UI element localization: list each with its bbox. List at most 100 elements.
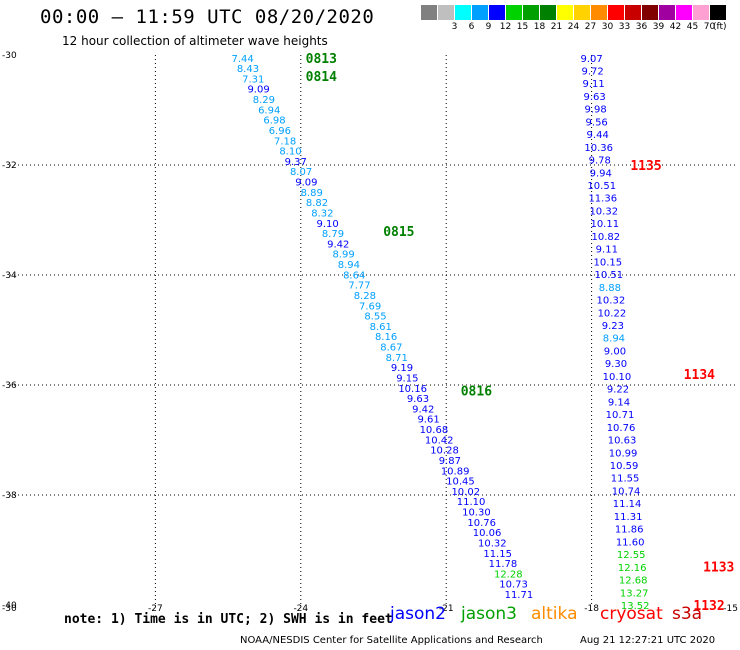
wave-height-label: 9.11 bbox=[582, 79, 604, 90]
wave-height-label: 9.07 bbox=[580, 54, 602, 65]
colorbar-swatch bbox=[472, 5, 489, 20]
wave-height-label: 10.89 bbox=[441, 466, 470, 477]
wave-height-label: 9.30 bbox=[605, 359, 627, 370]
wave-height-label: 9.22 bbox=[607, 385, 629, 396]
wave-height-label: 10.99 bbox=[609, 448, 638, 459]
wave-height-label: 11.60 bbox=[616, 537, 645, 548]
wave-height-label: 8.29 bbox=[253, 95, 275, 106]
wave-height-label: 11.36 bbox=[588, 194, 617, 205]
wave-height-label: 9.78 bbox=[589, 156, 611, 167]
wave-height-label: 9.94 bbox=[590, 168, 612, 179]
wave-height-label: 10.32 bbox=[597, 296, 626, 307]
legend-cryosat: cryosat bbox=[600, 604, 663, 624]
y-tick-label: -32 bbox=[2, 161, 17, 171]
pass-time-label: 0816 bbox=[461, 385, 492, 400]
wave-height-label: 10.51 bbox=[595, 270, 624, 281]
wave-height-label: 10.06 bbox=[473, 528, 502, 539]
generated-timestamp: Aug 21 12:27:21 UTC 2020 bbox=[580, 635, 716, 646]
wave-height-label: 9.09 bbox=[247, 85, 269, 96]
wave-height-label: 9.15 bbox=[396, 373, 418, 384]
wave-height-label: 10.68 bbox=[420, 425, 449, 436]
wave-height-label: 7.77 bbox=[348, 281, 370, 292]
wave-height-label: 10.71 bbox=[606, 410, 635, 421]
colorbar-tick-label: 3 bbox=[451, 22, 458, 32]
wave-height-label: 8.43 bbox=[237, 64, 259, 75]
wave-height-label: 10.16 bbox=[398, 384, 427, 395]
wave-height-label: 7.44 bbox=[232, 54, 254, 65]
colorbar-swatch bbox=[710, 5, 727, 20]
wave-height-label: 9.63 bbox=[407, 394, 429, 405]
wave-height-label: 10.11 bbox=[590, 219, 619, 230]
wave-height-label: 10.36 bbox=[584, 143, 613, 154]
wave-height-label: 8.88 bbox=[599, 283, 621, 294]
colorbar-swatch bbox=[659, 5, 676, 20]
colorbar-swatch bbox=[540, 5, 557, 20]
credit-line: NOAA/NESDIS Center for Satellite Applica… bbox=[240, 635, 543, 646]
wave-height-label: 6.96 bbox=[269, 126, 291, 137]
colorbar-swatch bbox=[608, 5, 625, 20]
wave-height-label: 6.98 bbox=[263, 116, 285, 127]
colorbar-swatch bbox=[591, 5, 608, 20]
wave-height-label: 11.86 bbox=[615, 525, 644, 536]
wave-height-label: 8.79 bbox=[322, 229, 344, 240]
y-tick-label: -40 bbox=[2, 601, 17, 611]
wave-height-label: 11.78 bbox=[489, 559, 518, 570]
wave-height-label: 11.15 bbox=[483, 549, 512, 560]
y-tick-label: -30 bbox=[2, 51, 17, 61]
x-tick-label: -24 bbox=[293, 604, 308, 614]
wave-height-label: 10.59 bbox=[610, 461, 639, 472]
colorbar-tick-label: 36 bbox=[635, 22, 648, 32]
wave-height-label: 10.76 bbox=[607, 423, 636, 434]
wave-height-label: 9.10 bbox=[317, 219, 339, 230]
wave-height-label: 11.10 bbox=[457, 497, 486, 508]
wave-height-label: 9.42 bbox=[412, 404, 434, 415]
wave-height-label: 13.27 bbox=[620, 588, 649, 599]
colorbar-swatch bbox=[574, 5, 591, 20]
wave-height-label: 12.28 bbox=[494, 569, 523, 580]
wave-height-label: 7.69 bbox=[359, 301, 381, 312]
wave-height-label: 8.10 bbox=[279, 147, 301, 158]
colorbar-tick-label: 30 bbox=[601, 22, 614, 32]
colorbar-tick-label: 21 bbox=[550, 22, 563, 32]
wave-height-label: 11.71 bbox=[505, 590, 534, 601]
wave-height-label: 11.55 bbox=[611, 474, 640, 485]
pass-time-label: 1135 bbox=[630, 159, 661, 174]
wave-height-label: 10.82 bbox=[591, 232, 620, 243]
wave-height-label: 10.45 bbox=[446, 477, 475, 488]
wave-height-label: 10.02 bbox=[451, 487, 480, 498]
colorbar-swatch bbox=[625, 5, 642, 20]
x-tick-label: -27 bbox=[148, 604, 163, 614]
colorbar-tick-label: 9 bbox=[485, 22, 492, 32]
wave-height-label: 8.67 bbox=[380, 343, 402, 354]
colorbar-swatch bbox=[693, 5, 710, 20]
wave-height-label: 7.31 bbox=[242, 74, 264, 85]
colorbar-tick-label: 12 bbox=[499, 22, 512, 32]
colorbar-tick-label: 33 bbox=[618, 22, 631, 32]
y-tick-label: -38 bbox=[2, 491, 17, 501]
wave-height-label: 9.00 bbox=[604, 346, 626, 357]
wave-height-label: 8.89 bbox=[301, 188, 323, 199]
wave-height-label: 9.42 bbox=[327, 239, 349, 250]
wave-height-label: 11.31 bbox=[614, 512, 643, 523]
colorbar-tick-label: 70 bbox=[703, 22, 716, 32]
colorbar-swatch bbox=[523, 5, 540, 20]
wave-height-label: 8.07 bbox=[290, 167, 312, 178]
legend-jason2: jason2 bbox=[390, 604, 446, 624]
wave-height-label: 8.32 bbox=[311, 208, 333, 219]
footer-note: note: 1) Time is in UTC; 2) SWH is in fe… bbox=[64, 612, 393, 627]
wave-height-label: 8.94 bbox=[338, 260, 360, 271]
colorbar-swatch bbox=[506, 5, 523, 20]
x-tick-label: -21 bbox=[439, 604, 454, 614]
pass-time-label: 0813 bbox=[306, 52, 337, 67]
colorbar-tick-label: 24 bbox=[567, 22, 580, 32]
wave-height-label: 10.51 bbox=[587, 181, 616, 192]
colorbar-tick-label: 27 bbox=[584, 22, 597, 32]
wave-height-label: 10.42 bbox=[425, 435, 454, 446]
wave-height-label: 8.61 bbox=[370, 322, 392, 333]
wave-height-label: 9.72 bbox=[581, 66, 603, 77]
wave-height-label: 12.55 bbox=[617, 550, 646, 561]
colorbar-swatch bbox=[676, 5, 693, 20]
wave-height-label: 8.99 bbox=[332, 250, 354, 261]
colorbar-tick-label: 18 bbox=[533, 22, 546, 32]
pass-time-label: 0814 bbox=[306, 70, 337, 85]
